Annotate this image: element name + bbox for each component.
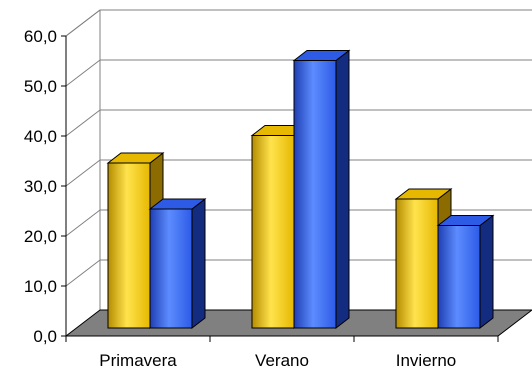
bar-side-face [191,197,206,330]
gridline-side [65,159,101,187]
bars [106,49,495,330]
gridline-side [65,259,101,287]
bar [292,49,351,330]
category-label: Primavera [99,351,177,370]
gridline-side [65,9,101,37]
y-tick-label: 0,0 [33,327,57,346]
bar [148,197,207,330]
y-tick-label: 50,0 [24,77,57,96]
bar-side-face [479,214,494,330]
bar-front-face [293,60,337,329]
gridline-side [65,109,101,137]
bar-front-face [395,198,439,329]
category-label: Verano [255,351,309,370]
bar-side-face [335,49,350,330]
bar-front-face [149,208,193,329]
bar-front-face [437,225,481,329]
category-labels: Primavera Verano Invierno [99,351,456,370]
y-tick-label: 60,0 [24,27,57,46]
y-tick-label: 30,0 [24,177,57,196]
gridline-side [65,209,101,237]
bar-front-face [107,162,151,329]
y-tick-labels: 0,0 10,0 20,0 30,0 40,0 50,0 60,0 [24,27,57,346]
y-tick-label: 20,0 [24,227,57,246]
category-label: Invierno [396,351,456,370]
gridline-side [65,59,101,87]
bar [436,214,495,330]
y-tick-label: 10,0 [24,277,57,296]
y-axis [61,35,67,337]
bar-front-face [251,135,295,329]
y-tick-label: 40,0 [24,127,57,146]
